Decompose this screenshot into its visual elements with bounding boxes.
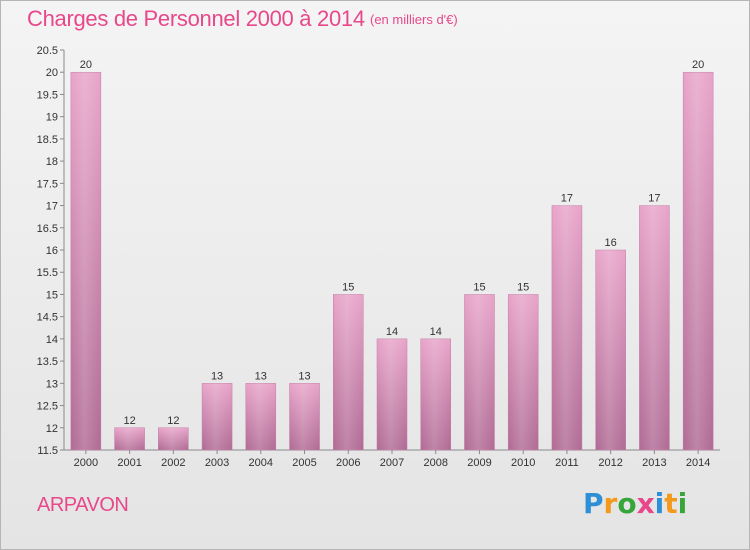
- bar-value-label: 20: [80, 59, 92, 71]
- chart-title: Charges de Personnel 2000 à 2014: [27, 6, 365, 31]
- proxiti-logo: Proxiti: [583, 487, 687, 520]
- bar-shine: [70, 72, 101, 450]
- bar-shine: [158, 427, 189, 450]
- y-tick-label: 12: [46, 423, 58, 435]
- x-tick-label: 2009: [467, 457, 491, 469]
- bar-shine: [595, 250, 626, 450]
- bar-value-label: 13: [255, 370, 267, 382]
- bar-value-label: 12: [167, 415, 179, 427]
- bar-value-label: 13: [298, 370, 310, 382]
- y-tick-label: 16.5: [37, 223, 58, 235]
- x-tick-label: 2000: [74, 457, 98, 469]
- y-tick-label: 17.5: [37, 178, 58, 190]
- bar-shine: [639, 205, 670, 450]
- x-tick-label: 2012: [598, 457, 622, 469]
- bar-shine: [464, 294, 495, 450]
- bar-shine: [508, 294, 539, 450]
- y-tick-label: 14.5: [37, 312, 58, 324]
- y-tick-label: 13.5: [37, 356, 58, 368]
- y-tick-label: 18.5: [37, 134, 58, 146]
- x-tick-label: 2011: [555, 457, 579, 469]
- bar-shine: [202, 383, 233, 450]
- x-tick-label: 2005: [292, 457, 316, 469]
- x-tick-label: 2003: [205, 457, 229, 469]
- commune-name: ARPAVON: [37, 494, 129, 516]
- bar-value-label: 15: [517, 281, 529, 293]
- bar-shine: [333, 294, 364, 450]
- y-tick-label: 19: [46, 112, 58, 124]
- logo-letter: r: [603, 487, 618, 520]
- x-tick-label: 2008: [423, 457, 447, 469]
- logo-letter: o: [617, 487, 637, 520]
- logo-letter: i: [654, 487, 665, 520]
- y-tick-label: 20: [46, 67, 58, 79]
- y-tick-label: 18: [46, 156, 58, 168]
- chart-unit-note: (en milliers d'€): [370, 12, 458, 27]
- logo-letter: x: [636, 487, 655, 520]
- x-tick-label: 2006: [336, 457, 360, 469]
- x-tick-label: 2001: [117, 457, 141, 469]
- x-tick-label: 2004: [249, 457, 273, 469]
- bars-group: 20 12 12 13 13 13 15 14 14 15 15 17 16 17 20: [70, 59, 714, 451]
- x-tick-label: 2014: [686, 457, 710, 469]
- bar-value-label: 15: [342, 281, 354, 293]
- logo-letter: t: [664, 487, 678, 520]
- x-tick-label: 2007: [380, 457, 404, 469]
- y-tick-label: 17: [46, 201, 58, 213]
- y-tick-label: 11.5: [37, 445, 58, 457]
- y-tick-label: 15: [46, 289, 58, 301]
- bar-value-label: 15: [473, 281, 485, 293]
- bar-shine: [683, 72, 714, 450]
- bar-value-label: 12: [123, 415, 135, 427]
- bar-shine: [245, 383, 276, 450]
- y-tick-label: 13: [46, 378, 58, 390]
- bar-value-label: 17: [648, 193, 660, 205]
- bar-value-label: 14: [430, 326, 442, 338]
- bar-value-label: 20: [692, 59, 704, 71]
- bar-value-label: 17: [561, 193, 573, 205]
- y-tick-label: 15.5: [37, 267, 58, 279]
- bar-value-label: 13: [211, 370, 223, 382]
- bar-value-label: 16: [605, 237, 617, 249]
- y-tick-label: 16: [46, 245, 58, 257]
- x-tick-label: 2002: [161, 457, 185, 469]
- logo-letter: P: [583, 487, 604, 520]
- bar-shine: [420, 338, 451, 450]
- y-tick-label: 14: [46, 334, 58, 346]
- bar-shine: [289, 383, 320, 450]
- x-tick-label: 2010: [511, 457, 535, 469]
- bar-shine: [551, 205, 582, 450]
- bar-value-label: 14: [386, 326, 398, 338]
- bar-shine: [377, 338, 407, 450]
- y-tick-label: 19.5: [37, 89, 58, 101]
- y-tick-label: 12.5: [37, 401, 58, 413]
- y-tick-label: 20.5: [37, 45, 58, 57]
- x-tick-label: 2013: [642, 457, 666, 469]
- bar-shine: [114, 427, 145, 450]
- logo-letter: i: [677, 487, 688, 520]
